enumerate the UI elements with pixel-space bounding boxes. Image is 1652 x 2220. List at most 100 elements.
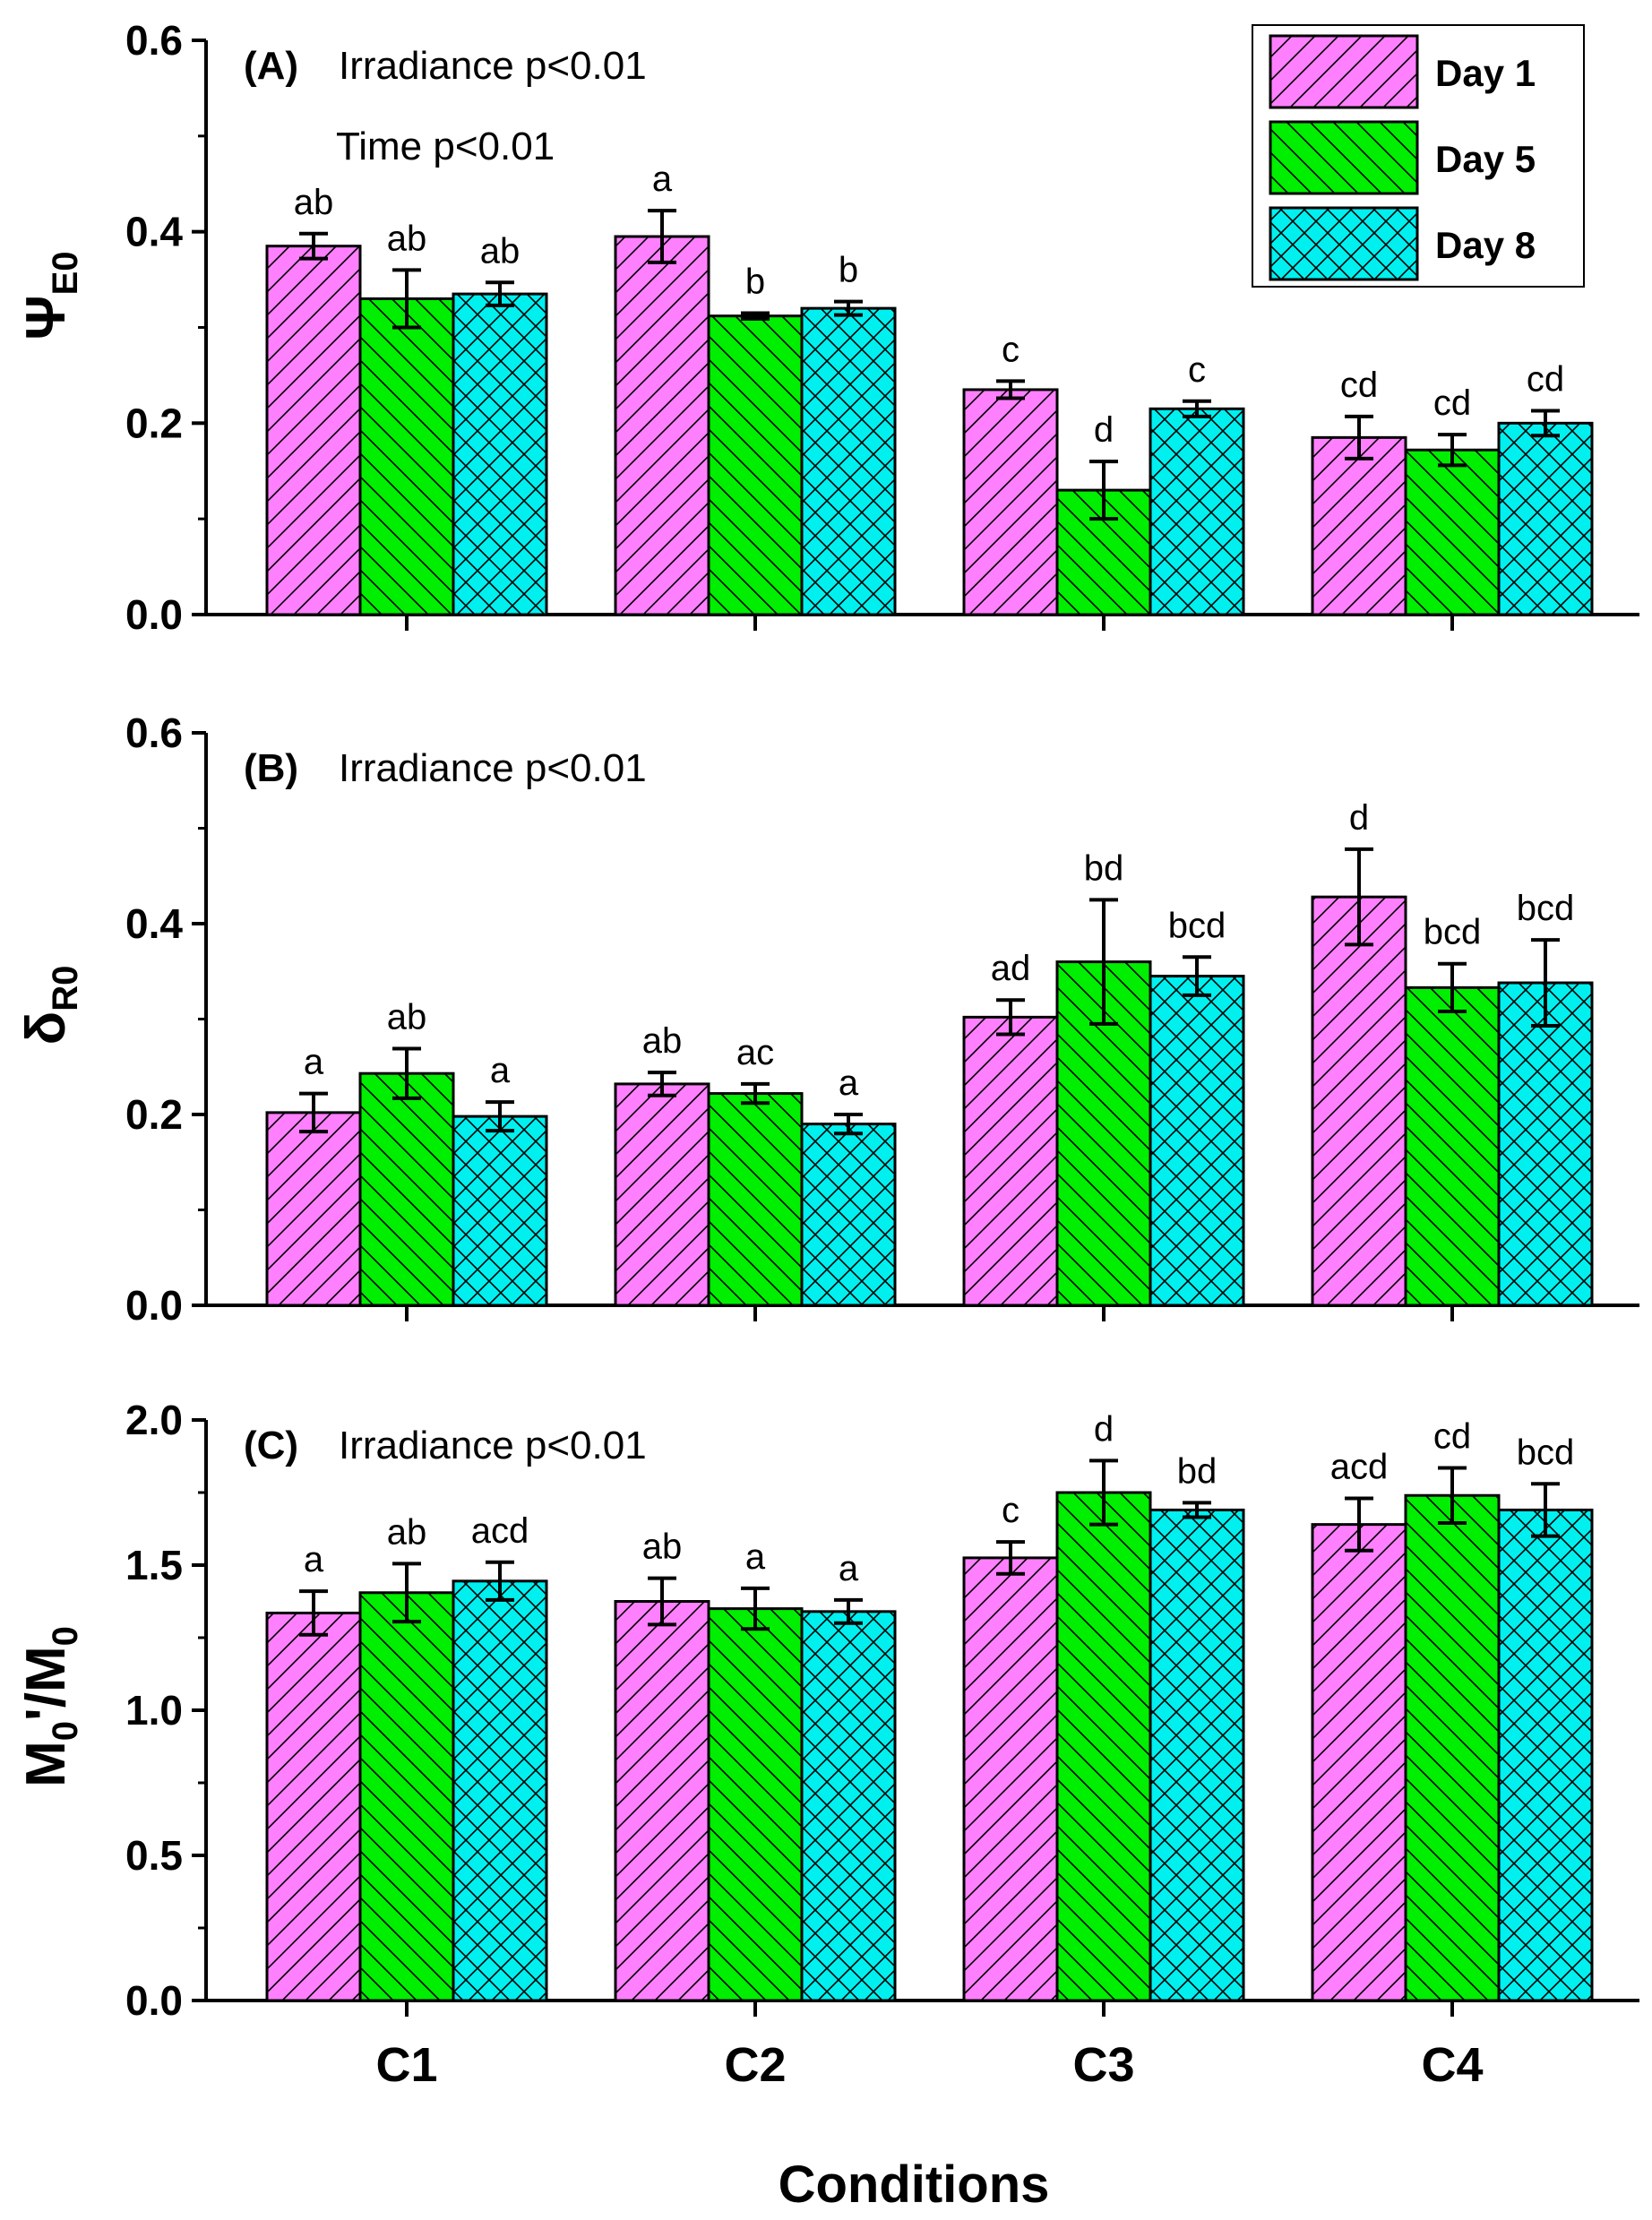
bar (452, 292, 548, 616)
significance-label: acd (1330, 1447, 1389, 1486)
bar (452, 1114, 548, 1307)
bar (1404, 985, 1501, 1307)
bar (962, 1556, 1059, 2002)
x-tick-label: C3 (1072, 2038, 1134, 2092)
bar (962, 388, 1059, 616)
significance-label: ab (387, 1512, 427, 1552)
panel-a-y-axis-title: ΨE0 (15, 251, 85, 340)
significance-label: a (652, 159, 673, 199)
y-tick-label: 0.4 (125, 209, 183, 255)
bar (1404, 1493, 1501, 2002)
legend-label-day-1: Day 1 (1435, 52, 1536, 94)
panel-a-annotation-time: Time p<0.01 (336, 125, 555, 168)
significance-label: ab (387, 998, 427, 1037)
bar (265, 1111, 362, 1307)
x-tick-label: C4 (1421, 2038, 1483, 2092)
bar (265, 245, 362, 616)
bar (1311, 435, 1407, 616)
significance-label: d (1094, 1409, 1114, 1449)
bar (707, 314, 804, 616)
panel-b-y-axis-subscript: R0 (46, 966, 85, 1011)
legend-label-day-8: Day 8 (1435, 224, 1536, 266)
panel-c-y-axis-title: M0'/M0 (15, 1626, 85, 1787)
bar (265, 1611, 362, 2002)
bar (614, 1600, 710, 2002)
significance-label: cd (1433, 1416, 1471, 1456)
significance-label: ab (480, 231, 521, 271)
legend-label-day-5: Day 5 (1435, 138, 1536, 180)
bar (614, 1082, 710, 1307)
y-tick-label: 0.2 (125, 1091, 183, 1138)
significance-label: bd (1084, 848, 1124, 888)
significance-label: a (839, 1549, 859, 1588)
bar (1149, 975, 1245, 1307)
significance-label: a (304, 1540, 324, 1579)
bar (452, 1579, 548, 2002)
bar (1055, 1491, 1152, 2002)
significance-label: a (745, 1537, 766, 1577)
y-tick-label: 0.6 (125, 710, 183, 756)
legend-swatch-day-1 (1269, 34, 1419, 109)
significance-label: b (839, 251, 858, 290)
bar (1149, 1508, 1245, 2002)
significance-label: c (1188, 350, 1206, 390)
significance-label: bcd (1424, 913, 1482, 952)
x-tick-label: C1 (375, 2038, 437, 2092)
y-tick-label: 1.0 (125, 1687, 183, 1734)
legend-swatch-day-5 (1269, 120, 1419, 195)
significance-label: b (745, 262, 765, 301)
significance-label: bd (1177, 1451, 1217, 1491)
panel-c-y-axis-subscript-2: 0 (46, 1626, 85, 1646)
y-tick-label: 0.2 (125, 400, 183, 446)
significance-label: a (490, 1051, 511, 1090)
significance-label: ab (642, 1021, 683, 1061)
bar (800, 306, 897, 616)
bar (1149, 407, 1245, 616)
significance-label: ad (991, 949, 1031, 988)
significance-label: ab (294, 183, 334, 222)
panel-a-annotation-irradiance: Irradiance p<0.01 (339, 44, 647, 88)
panel-b-tag: (B) (244, 746, 298, 790)
bar (358, 1071, 455, 1307)
y-tick-label: 0.0 (125, 591, 183, 638)
panel-c-tag: (C) (244, 1424, 298, 1467)
significance-label: c (1002, 330, 1020, 369)
bar (358, 297, 455, 616)
panel-a-y-axis-symbol: Ψ (15, 295, 77, 340)
significance-label: ab (642, 1527, 683, 1567)
legend: Day 1 Day 5 Day 8 (1252, 24, 1585, 288)
bar (1311, 895, 1407, 1307)
bar (1404, 448, 1501, 616)
bar (800, 1123, 897, 1307)
bar (1311, 1523, 1407, 2002)
x-tick-label: C2 (724, 2038, 786, 2092)
significance-label: a (304, 1043, 324, 1082)
significance-label: ab (387, 219, 427, 258)
significance-label: d (1094, 410, 1114, 450)
significance-label: bcd (1517, 889, 1575, 928)
y-tick-label: 1.5 (125, 1542, 183, 1588)
significance-label: ac (736, 1033, 774, 1072)
panel-a-y-axis-subscript: E0 (46, 251, 85, 295)
significance-label: cd (1433, 383, 1471, 423)
significance-label: cd (1527, 359, 1564, 399)
bar (707, 1607, 804, 2002)
significance-label: bcd (1168, 906, 1226, 945)
x-axis-title: Conditions (779, 2155, 1050, 2214)
significance-label: a (839, 1063, 859, 1103)
significance-label: c (1002, 1491, 1020, 1530)
bar (800, 1610, 897, 2002)
bar (707, 1092, 804, 1307)
y-tick-label: 0.5 (125, 1832, 183, 1879)
significance-label: bcd (1517, 1433, 1575, 1472)
panel-b-y-axis-title: δR0 (15, 966, 85, 1045)
bar (1497, 421, 1594, 616)
significance-label: cd (1340, 366, 1378, 405)
y-tick-label: 2.0 (125, 1397, 183, 1443)
significance-label: d (1349, 798, 1369, 838)
panel-c-y-axis-subscript: 0 (46, 1721, 85, 1741)
